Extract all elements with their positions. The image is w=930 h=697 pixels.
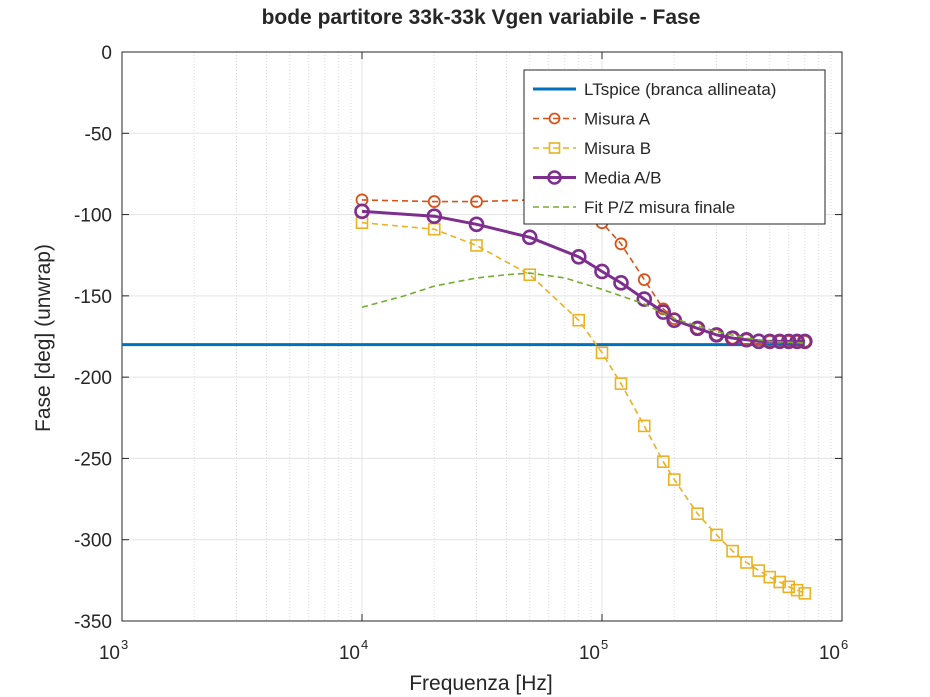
x-tick-label-base: 10: [819, 643, 840, 664]
series-misura-b: [355, 216, 812, 600]
y-axis-label: Fase [deg] (unwrap): [32, 244, 55, 432]
data-point: [750, 333, 767, 350]
x-tick-label-exponent: 3: [121, 637, 128, 652]
data-point: [572, 313, 586, 327]
data-point: [790, 583, 804, 597]
series-line: [361, 272, 805, 344]
legend-entry: Misura A: [533, 110, 651, 129]
x-tick-label-exponent: 5: [601, 637, 608, 652]
data-point: [570, 249, 587, 265]
y-tick-label: -350: [74, 612, 112, 633]
y-tick-label: 0: [101, 43, 112, 64]
data-point: [354, 203, 370, 220]
legend-label: Misura A: [584, 110, 651, 129]
x-tick-label: 10 6: [819, 637, 848, 664]
data-point: [656, 455, 670, 468]
data-point: [655, 304, 672, 320]
data-point: [548, 142, 561, 154]
x-tick-label-base: 10: [339, 643, 360, 664]
data-point: [523, 268, 537, 282]
legend-label: Misura B: [584, 139, 651, 158]
series-fit-p-z-misura-finale: [361, 272, 805, 344]
legend-entry: LTspice (branca allineata): [533, 80, 776, 99]
axes-box: [121, 51, 843, 622]
data-point: [614, 237, 628, 251]
data-point: [470, 239, 483, 252]
x-tick-label: 10 5: [579, 637, 608, 664]
data-point: [726, 544, 739, 558]
data-point: [691, 507, 704, 521]
y-tick-label: -200: [74, 368, 112, 389]
data-point: [613, 275, 629, 291]
data-point: [667, 473, 681, 486]
x-axis-label: Frequenza [Hz]: [409, 672, 553, 695]
data-point: [740, 556, 753, 569]
data-point: [708, 327, 725, 343]
data-point: [761, 333, 778, 350]
legend: LTspice (branca allineata) Misura A Misura…: [523, 69, 826, 225]
data-point: [595, 346, 609, 360]
chart-title: bode partitore 33k-33k Vgen variabile - …: [262, 6, 701, 29]
data-point: [636, 291, 653, 307]
data-point: [789, 333, 805, 350]
legend-entry: Misura B: [533, 139, 651, 158]
data-point: [637, 419, 651, 433]
data-point: [637, 273, 651, 287]
legend-label: LTspice (branca allineata): [584, 80, 776, 99]
data-point: [594, 263, 610, 280]
data-point: [470, 195, 483, 208]
legend-entry: Media A/B: [533, 169, 662, 188]
data-point: [547, 170, 562, 185]
x-tick-label-exponent: 4: [361, 637, 368, 652]
legend-box: [523, 69, 826, 225]
data-point: [710, 528, 723, 542]
data-point: [427, 195, 441, 208]
legend-label: Fit P/Z misura finale: [584, 198, 735, 217]
legend-label: Media A/B: [584, 169, 662, 188]
data-point: [468, 216, 485, 233]
legend-entry: Fit P/Z misura finale: [533, 198, 735, 217]
data-point: [797, 333, 813, 350]
data-point: [548, 112, 561, 125]
data-point: [521, 229, 538, 246]
y-tick-label: -100: [74, 206, 112, 227]
data-point: [782, 580, 796, 594]
data-point: [614, 377, 628, 390]
x-tick-label: 10 4: [339, 637, 368, 664]
y-tick-label: -250: [74, 449, 112, 470]
x-tick-label-exponent: 6: [841, 637, 848, 652]
y-tick-label: -150: [74, 287, 112, 308]
series-line: [361, 221, 806, 595]
data-point: [752, 564, 766, 577]
y-tick-label: -300: [74, 531, 112, 552]
y-tick-label: -50: [85, 124, 112, 145]
data-point: [798, 587, 812, 600]
x-tick-label: 10 3: [99, 637, 128, 664]
x-tick-label-base: 10: [579, 643, 600, 664]
data-point: [426, 208, 443, 224]
data-point: [771, 333, 788, 350]
x-tick-label-base: 10: [99, 643, 120, 664]
